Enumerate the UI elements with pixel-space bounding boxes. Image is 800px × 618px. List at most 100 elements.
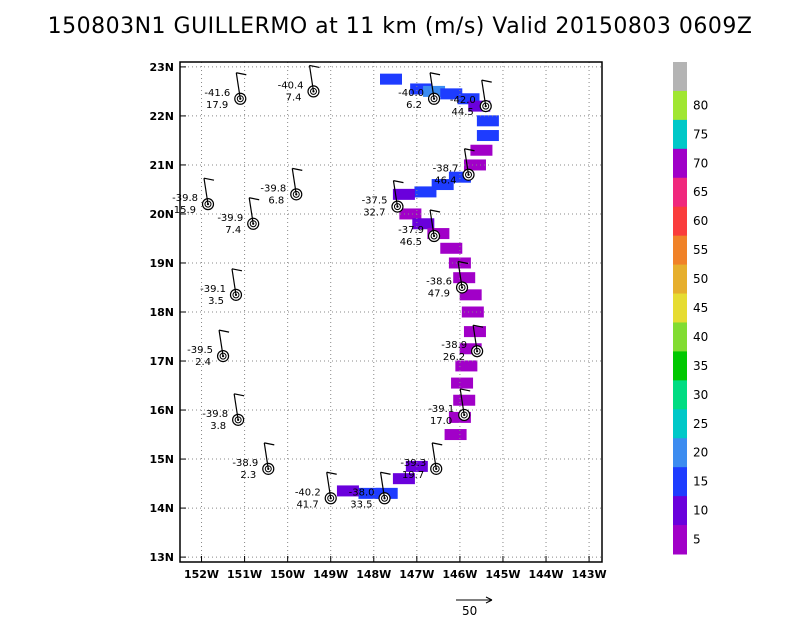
station-temperature: -38.6 [426,276,452,287]
station: -38.647.9 [426,260,469,299]
colorbar-label: 5 [693,533,701,547]
colorbar-label: 25 [693,417,708,431]
swath-cell [414,186,437,198]
swath-cell [463,159,486,171]
station-markers: -41.617.9-40.47.4 -40.06.2 -42.044.5-38.74… [172,64,492,510]
swath-cell [457,93,480,105]
wind-barb-staff [263,442,269,469]
swath-cell [444,429,467,441]
station-temperature: -38.9 [232,458,258,469]
colorbar-swatch [673,62,687,92]
station: -38.926.2 [441,324,484,363]
x-tick-label: 152W [184,568,219,581]
swath-cell [451,377,474,389]
station: -38.033.5 [349,471,391,510]
x-tick-label: 145W [485,568,520,581]
swath-cell [453,394,476,406]
colorbar-swatch [673,380,687,410]
plot-frame [179,61,603,563]
colorbar-label: 45 [693,301,708,315]
swath-cell [470,144,493,156]
station-wind-speed: 33.5 [350,499,372,510]
colorbar-swatch [673,148,687,179]
station: -39.83.8 [202,393,245,432]
colorbar-label: 75 [693,127,708,141]
wind-barb-flag [432,442,443,446]
x-tick-label: 143W [572,568,607,581]
station-wind-speed: 3.8 [210,421,226,432]
x-tick-label: 144W [528,568,563,581]
scale-arrow-label: 50 [462,604,477,618]
wind-barb-staff [248,197,254,224]
wind-barb-staff [203,178,209,205]
swath-cell [440,88,463,100]
swath-cell [423,85,446,97]
swath-cell [459,343,482,355]
station: -37.946.5 [398,209,441,248]
swath-cell [453,272,476,284]
swath-cell [399,208,422,220]
station-wind-speed: 6.2 [406,100,422,111]
wind-barb-staff [431,442,437,469]
x-tick-label: 147W [399,568,434,581]
wind-barb-flag [309,64,320,69]
station: -39.319.7 [400,442,443,481]
y-tick-label: 21N [149,159,174,172]
colorbar-label: 50 [693,272,708,286]
wind-barb-flag [292,167,303,171]
wind-barb-staff [291,168,297,195]
wind-barb-flag [460,388,471,392]
station-wind-speed: 7.4 [225,225,241,236]
colorbar-label: 20 [693,446,708,460]
colorbar-label: 35 [693,359,708,373]
station-temperature: -37.9 [398,225,424,236]
colorbar-label: 60 [693,214,708,228]
swath-cell [455,360,478,372]
colorbar-label: 40 [693,330,708,344]
y-tick-label: 15N [149,453,174,466]
wind-barb-flag [393,180,404,184]
wind-barb-staff [429,209,435,237]
station-temperature: -37.5 [362,196,388,207]
station: -41.617.9 [204,72,247,111]
x-tick-label: 151W [227,568,262,581]
colorbar-swatch [673,206,687,237]
station-wind-speed: 41.7 [296,499,318,510]
station-wind-speed: 26.2 [443,352,465,363]
station: -40.06.2 [398,72,441,111]
y-tick-label: 13N [149,551,174,564]
colorbar-swatch [673,409,687,439]
station: -39.86.8 [260,167,303,206]
x-tick-label: 146W [442,568,477,581]
wind-barb-staff [235,72,241,99]
swath-cell [476,130,499,142]
station-wind-speed: 3.5 [208,296,224,307]
station: -39.97.4 [217,197,260,236]
wind-barb-flag [464,148,475,152]
swath-cell [392,473,415,485]
wind-barb-flag [429,209,441,213]
station-temperature: -39.8 [172,193,198,204]
wind-barb-staff [326,472,332,499]
station: -39.13.5 [200,268,243,307]
wind-barb-staff [233,393,239,420]
swath-cell [463,326,486,338]
colorbar-swatch [673,351,687,381]
station-temperature: -39.3 [400,458,426,469]
y-tick-label: 17N [149,355,174,368]
wind-barb-flag [231,268,243,272]
colorbar-swatch [673,119,687,150]
station-temperature: -40.0 [398,88,424,99]
station-wind-speed: 32.7 [363,208,385,219]
colorbar-swatch [673,235,687,266]
wind-barb-flag [326,471,337,475]
station: -42.044.5 [450,79,492,118]
y-tick-label: 22N [149,110,174,123]
station-wind-speed: 15.9 [174,205,196,216]
station-temperature: -38.9 [441,340,467,351]
station-temperature: -39.1 [200,284,226,295]
wind-barb-staff [429,72,435,99]
swath-cell [448,171,471,183]
wind-barb-staff [392,180,399,207]
x-tick-label: 150W [270,568,305,581]
